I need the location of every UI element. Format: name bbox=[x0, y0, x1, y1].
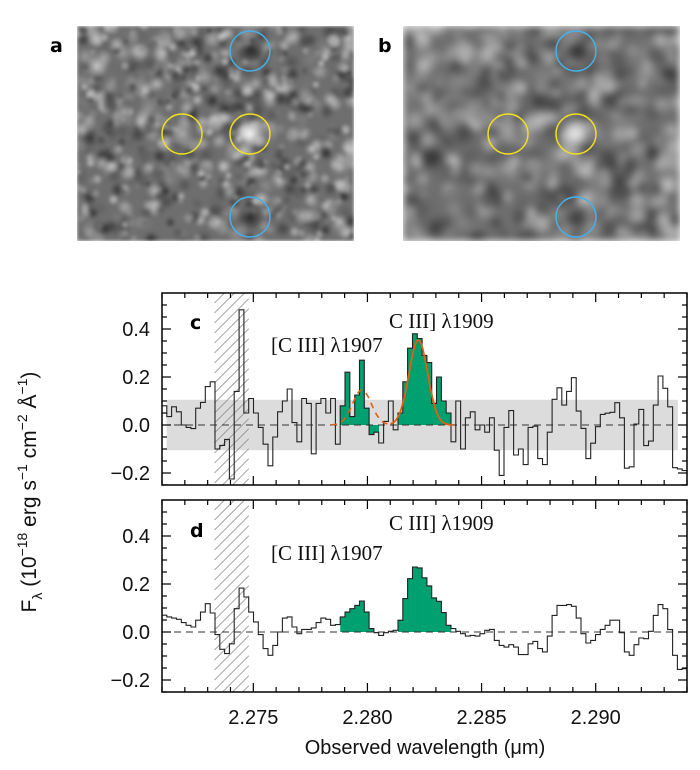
emission-bin bbox=[364, 612, 370, 632]
image-panel-b bbox=[403, 26, 680, 241]
emission-bin bbox=[446, 413, 452, 425]
emission-bin bbox=[412, 566, 418, 632]
emission-bin bbox=[369, 628, 375, 632]
emission-bin bbox=[345, 372, 351, 425]
spectrum-panel-c: 0.4 0.2 0.0 −0.2 bbox=[111, 292, 688, 486]
emission-bin bbox=[431, 403, 437, 425]
emission-fill bbox=[340, 566, 452, 633]
emission-bin bbox=[364, 408, 370, 425]
aperture-source-circle bbox=[555, 113, 597, 155]
emission-bin bbox=[422, 355, 428, 425]
y-tick-label: −0.2 bbox=[111, 463, 150, 485]
aperture-source-circle bbox=[161, 113, 203, 155]
line-label-ciii-1909-c: C III] λ1909 bbox=[389, 309, 494, 333]
aperture-sky-circle bbox=[555, 30, 597, 72]
emission-bin bbox=[436, 377, 442, 425]
panel-label-b: b bbox=[378, 35, 392, 57]
emission-bin bbox=[349, 416, 355, 425]
spectrum-step-line bbox=[162, 566, 687, 670]
emission-bin bbox=[441, 612, 447, 632]
emission-bin bbox=[373, 425, 380, 433]
emission-bin bbox=[354, 605, 360, 632]
panel-label-d: d bbox=[190, 520, 204, 542]
emission-bin bbox=[359, 360, 365, 425]
emission-bin bbox=[349, 608, 355, 632]
line-label-ciii-1909-d: C III] λ1909 bbox=[389, 511, 494, 535]
x-tick-label: 2.290 bbox=[571, 707, 621, 729]
fit-curve-1907 bbox=[330, 389, 390, 426]
y-tick-label: 0.4 bbox=[122, 526, 150, 548]
emission-bin bbox=[354, 395, 360, 425]
panel-label-a: a bbox=[50, 35, 63, 57]
y-tick-label: 0.0 bbox=[122, 415, 150, 437]
emission-bin bbox=[441, 401, 447, 425]
masked-region-hatch bbox=[214, 499, 250, 693]
fit-curve-1909 bbox=[390, 339, 454, 426]
y-tick-label: 0.2 bbox=[122, 367, 150, 389]
emission-bin bbox=[398, 620, 404, 632]
emission-bin bbox=[359, 601, 365, 632]
spectrum-panel-d: 0.4 0.2 0.0 −0.2 2.275 2.280 2.285 2.290 bbox=[111, 499, 688, 729]
panel-label-c: c bbox=[190, 312, 201, 334]
aperture-sky-circle bbox=[229, 196, 271, 238]
emission-bin bbox=[426, 585, 433, 632]
x-tick-label: 2.285 bbox=[457, 707, 507, 729]
emission-bin bbox=[431, 597, 437, 632]
line-label-ciii-1907-c: [C III] λ1907 bbox=[271, 333, 383, 357]
emission-bin bbox=[345, 612, 351, 632]
x-tick-label: 2.275 bbox=[228, 707, 278, 729]
line-label-ciii-1907-d: [C III] λ1907 bbox=[271, 541, 383, 565]
emission-bin bbox=[407, 578, 413, 632]
aperture-sky-circle bbox=[555, 196, 597, 238]
emission-bin bbox=[436, 601, 442, 632]
emission-fill bbox=[340, 333, 452, 435]
y-tick-label: −0.2 bbox=[111, 670, 150, 692]
aperture-source-circle bbox=[487, 113, 529, 155]
emission-bin bbox=[426, 362, 433, 425]
x-tick-label: 2.280 bbox=[342, 707, 392, 729]
masked-region-hatch bbox=[214, 292, 250, 486]
emission-bin bbox=[369, 425, 375, 435]
emission-bin bbox=[340, 405, 346, 425]
emission-bin bbox=[398, 413, 404, 425]
emission-bin bbox=[402, 381, 408, 425]
y-tick-label: 0.2 bbox=[122, 574, 150, 596]
emission-bin bbox=[422, 577, 428, 632]
y-tick-label: 0.4 bbox=[122, 319, 150, 341]
emission-bin bbox=[402, 598, 408, 632]
emission-bin bbox=[417, 338, 423, 425]
aperture-source-circle bbox=[229, 113, 271, 155]
emission-bin bbox=[446, 625, 452, 632]
image-panel-a bbox=[77, 26, 354, 241]
y-tick-label: 0.0 bbox=[122, 622, 150, 644]
emission-bin bbox=[412, 333, 418, 425]
emission-bin bbox=[407, 348, 413, 425]
x-axis-label: Observed wavelength (μm) bbox=[305, 737, 546, 759]
aperture-sky-circle bbox=[229, 30, 271, 72]
emission-bin bbox=[417, 567, 423, 632]
emission-bin bbox=[340, 616, 346, 632]
y-axis-label: Fλ (10−18 erg s−1 cm−2 Å−1) bbox=[14, 372, 45, 613]
